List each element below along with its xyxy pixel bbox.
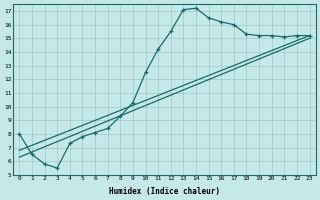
- X-axis label: Humidex (Indice chaleur): Humidex (Indice chaleur): [109, 187, 220, 196]
